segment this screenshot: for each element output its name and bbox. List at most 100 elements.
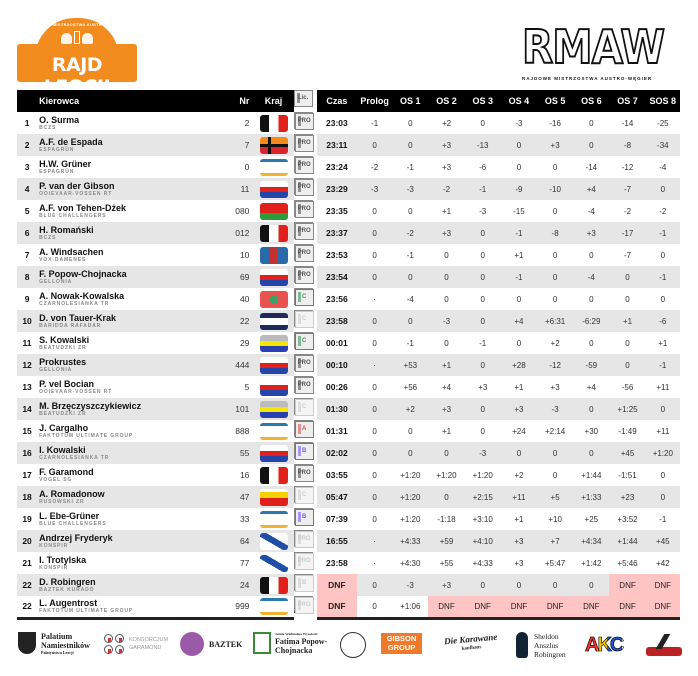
stage-os6-cell: -6:29 <box>573 310 610 332</box>
rmaw-subtitle: RAJDOWE MISTRZOSTWA AUSTRO-WĘGIER <box>522 76 653 81</box>
stage-sos8-cell: 0 <box>660 250 666 260</box>
stage-prolog-cell: 0 <box>372 470 377 480</box>
country-cell <box>253 112 293 134</box>
stage-os2-cell: +3 <box>428 222 465 244</box>
stage-os2-cell: +3 <box>428 398 465 420</box>
stage-prolog-cell: 0 <box>357 310 393 332</box>
stage-os2-cell: +2 <box>441 118 452 128</box>
country-cell <box>253 486 294 508</box>
driver-cell: A. Nowak-Kowalska CZARNOLESIANKA TR <box>37 288 226 310</box>
country-cell <box>253 134 294 156</box>
licence-b-icon: B <box>294 443 314 461</box>
stage-os5-cell: 0 <box>552 162 558 172</box>
stage-os7-cell: -56 <box>621 382 634 392</box>
stage-os6-cell: 0 <box>589 338 594 348</box>
flag-yr-icon <box>259 488 288 506</box>
total-time-cell: 07:39 <box>326 514 348 524</box>
stage-prolog-cell: -3 <box>357 178 393 200</box>
stage-os1-cell: +56 <box>403 382 418 392</box>
flag-snow-icon <box>259 597 288 615</box>
driver-cell: A. Windsachen VOX-DAMENES <box>37 244 226 266</box>
team-name: GELLONIA <box>39 366 73 373</box>
stage-os2-cell: 0 <box>428 266 465 288</box>
stage-os7-cell: +5:46 <box>617 558 638 568</box>
stage-os3-cell: 0 <box>480 250 485 260</box>
stage-os6-cell: +1:33 <box>573 486 610 508</box>
stage-os6-cell: +25 <box>584 514 599 524</box>
licence-c-faded-icon: C <box>294 311 314 329</box>
stage-os3-cell: +3 <box>478 382 488 392</box>
number-cell: 33 <box>239 514 250 524</box>
licence-pro-icon: PRO <box>294 267 314 285</box>
stage-os6-cell: 0 <box>589 118 594 128</box>
stage-prolog-cell: -2 <box>371 162 379 172</box>
stage-os5-cell: +2 <box>550 338 560 348</box>
stage-os6-cell: 0 <box>573 574 610 596</box>
stage-os5-cell: -8 <box>537 222 574 244</box>
stage-os2-cell: +1 <box>441 426 452 436</box>
position-cell: 6 <box>17 222 38 244</box>
stage-prolog-cell: · <box>373 558 376 568</box>
stage-os3-cell: 0 <box>464 310 501 332</box>
number-cell: 69 <box>226 266 254 288</box>
licence-c-faded-icon: C <box>294 487 314 505</box>
stage-os3-cell: -1 <box>479 338 487 348</box>
stage-os4-cell: +2 <box>514 470 524 480</box>
sponsor-garamond: KONSORCJUM GARAMOND <box>104 634 174 658</box>
stage-os1-cell: 0 <box>392 266 429 288</box>
sponsor-name: BAZTEK <box>209 639 243 649</box>
licence-cell: C <box>293 486 314 505</box>
stage-sos8-cell: -2 <box>659 206 667 216</box>
header-time: Czas <box>316 90 357 112</box>
stage-os7-cell: +1 <box>609 310 646 332</box>
stage-os1-cell: -3 <box>392 574 429 596</box>
stage-os1-cell: +1:20 <box>392 486 429 508</box>
stage-os2-cell: 0 <box>444 294 449 304</box>
stage-os5-cell: +5:47 <box>544 558 566 568</box>
stage-prolog-cell: 0 <box>372 206 377 216</box>
stage-os1-cell: +1:20 <box>400 514 421 524</box>
driver-cell: M. Brzęczyszczykiewicz BEATUDZKI ZR <box>37 398 227 420</box>
stage-os7-cell: +1:44 <box>609 530 646 552</box>
total-time-cell: 23:37 <box>316 222 357 244</box>
stage-prolog-cell: · <box>357 354 393 376</box>
total-time-cell: 23:29 <box>316 178 357 200</box>
licence-cell: PRO <box>293 156 314 175</box>
total-time-cell: 23:56 <box>326 294 348 304</box>
flag-navy-icon <box>259 312 288 330</box>
stage-os1-cell: +4:30 <box>400 558 421 568</box>
sponsor-palatium: Palatium Namiestników Pałatyństwa Leocji <box>18 632 101 656</box>
stage-os3-cell: 0 <box>464 354 501 376</box>
stage-os1-cell: 0 <box>392 310 429 332</box>
header-rank <box>17 90 38 112</box>
table-row: 20 Andrzej Fryderyk KONSPIR 64 PRO 16:55 · +4:3… <box>17 530 680 552</box>
team-name: BEATUDZKI ZR <box>39 410 87 417</box>
stage-os6-cell: +4 <box>573 178 610 200</box>
stage-sos8-cell: +1 <box>658 338 668 348</box>
stage-sos8-cell: +45 <box>645 530 680 552</box>
table-row: 7 A. Windsachen VOX-DAMENES 10 PRO 23:53 0 -1 0 0… <box>17 244 680 266</box>
driver-cell: A.F. von Tehen-Dżek BLUE CHALLENGERS <box>37 200 226 222</box>
sponsor-sub: Pałatyństwa Leocji <box>41 650 74 655</box>
stage-sos8-cell: -25 <box>657 118 669 128</box>
country-cell <box>253 244 293 266</box>
stage-os1-cell: -1 <box>406 162 414 172</box>
total-time-cell: 00:26 <box>326 382 348 392</box>
number-cell: 7 <box>226 134 254 156</box>
licence-pro-icon: PRO <box>294 135 314 153</box>
country-cell <box>253 530 294 552</box>
stage-sos8-cell: -34 <box>645 134 680 156</box>
stage-os2-cell: 0 <box>444 250 449 260</box>
driver-cell: I. Kowalski CZARNOLESIANKA TR <box>37 442 227 464</box>
number-cell: 40 <box>239 294 250 304</box>
stage-prolog-cell: 0 <box>372 382 377 392</box>
header-os7: OS 7 <box>609 90 646 112</box>
team-name: BAZTEK KURADO <box>39 586 95 593</box>
stage-os4-cell: 0 <box>516 162 522 172</box>
stage-os4-cell: +24 <box>512 426 526 436</box>
driver-name: A. Nowak-Kowalska <box>39 290 125 301</box>
stage-os3-cell: +4:33 <box>472 558 493 568</box>
stage-sos8-cell: 0 <box>645 486 680 508</box>
licence-cell: C <box>293 288 314 307</box>
position-cell: 11 <box>22 338 32 348</box>
